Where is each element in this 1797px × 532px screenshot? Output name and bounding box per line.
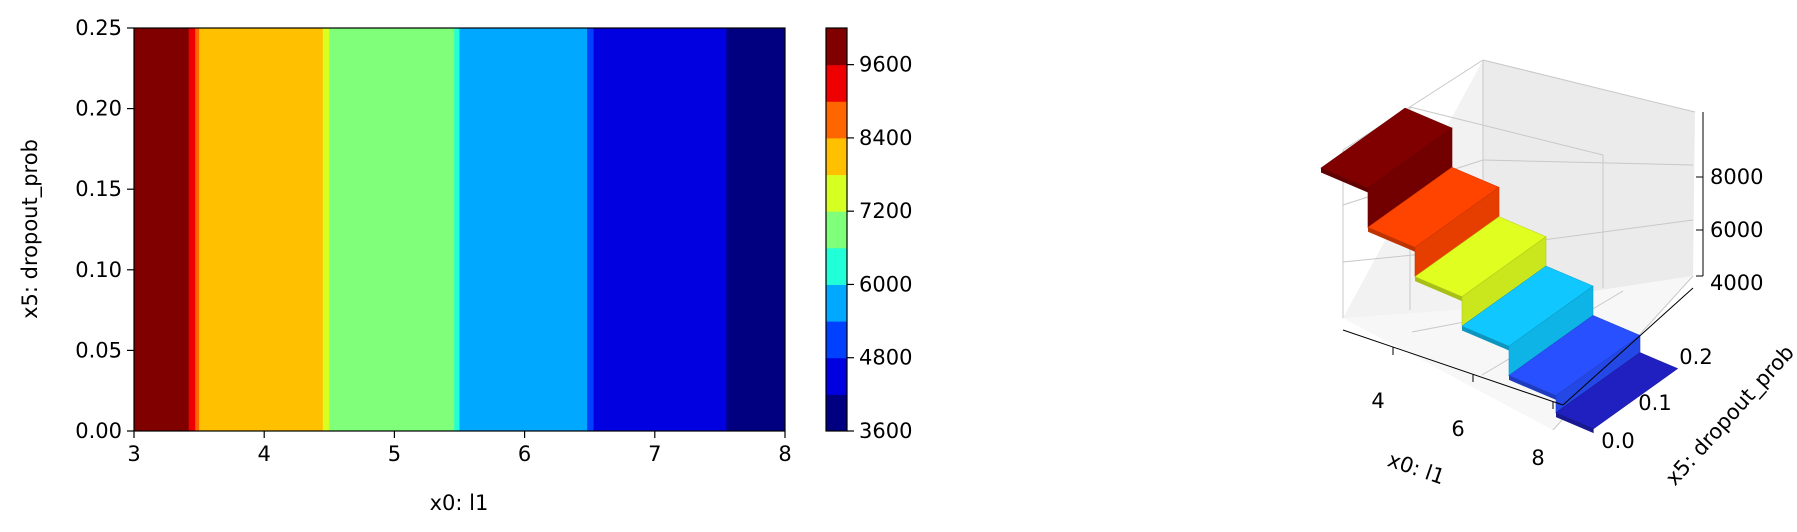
contour-x-tick-label: 6: [518, 442, 531, 466]
contour-y-tick-label: 0.25: [75, 16, 122, 40]
contour-y-axis-label: x5: dropout_prob: [18, 139, 43, 319]
colorbar-tick-label: 9600: [859, 53, 912, 77]
contour-band: [188, 28, 196, 431]
surface-step-edge: [1321, 168, 1368, 193]
contour-x-ticks: 3 4 5 6 7 8: [127, 431, 792, 466]
surface-step-edge: [1462, 326, 1509, 351]
colorbar-swatch: [826, 211, 847, 249]
contour-y-tick-label: 0.20: [75, 97, 122, 121]
surface-x-axis-line: [1342, 329, 1564, 406]
surface-y-tick-label: 0.2: [1679, 345, 1712, 369]
contour-band: [459, 28, 588, 431]
colorbar-swatch: [826, 247, 847, 285]
colorbar-swatch: [826, 394, 847, 432]
surface-z-ticks: 8000 6000 4000: [1696, 165, 1763, 295]
surface-step-edge: [1368, 227, 1415, 252]
surface-x-axis-label: x0: l1: [1385, 447, 1448, 489]
colorbar: 3600 4800 6000 7200 8400 9600: [825, 27, 912, 443]
colorbar-tick-label: 6000: [859, 272, 912, 296]
contour-x-axis-label: x0: l1: [430, 491, 489, 515]
contour-x-tick-label: 4: [258, 442, 271, 466]
contour-y-tick-label: 0.15: [75, 177, 122, 201]
contour-x-tick-label: 7: [648, 442, 661, 466]
contour-x-tick-label: 8: [778, 442, 791, 466]
contour-band: [454, 28, 460, 431]
surface-step-edge: [1556, 412, 1594, 434]
contour-band: [322, 28, 330, 431]
contour-band: [726, 28, 786, 431]
contour-y-tick-label: 0.10: [75, 258, 122, 282]
contour-band: [134, 28, 190, 431]
colorbar-frame: [825, 27, 848, 432]
surface-y-axis-line: [1562, 287, 1694, 406]
contour-y-tick-label: 0.00: [75, 419, 122, 443]
colorbar-tick-label: 4800: [859, 346, 912, 370]
colorbar-swatch: [826, 357, 847, 395]
surface-z-tick-label: 4000: [1710, 271, 1763, 295]
surface-x-tick-label: 8: [1531, 446, 1544, 470]
colorbar-swatch: [826, 284, 847, 322]
surface-step-edge: [1509, 375, 1556, 400]
surface-step-edge: [1415, 276, 1462, 302]
contour-band: [195, 28, 200, 431]
colorbar-swatch: [826, 101, 847, 139]
colorbar-swatches: [826, 28, 847, 432]
contour-band: [199, 28, 324, 431]
colorbar-swatch: [826, 321, 847, 359]
contour-y-ticks: 0.00 0.05 0.10 0.15 0.20 0.25: [75, 16, 134, 443]
surface-3d-plot: 4 6 8 x0: l1 0.0 0.1 0.2 x5: dropout_pro…: [1320, 59, 1797, 491]
surface-z-tick-label: 8000: [1710, 165, 1763, 189]
colorbar-tick-label: 3600: [859, 419, 912, 443]
surface-x-tick-label: 4: [1371, 389, 1384, 413]
colorbar-swatch: [826, 64, 847, 102]
contour-y-tick-label: 0.05: [75, 338, 122, 362]
surface-x-tick-label: 6: [1451, 417, 1464, 441]
contour-band: [593, 28, 727, 431]
colorbar-swatch: [826, 28, 847, 66]
surface-y-tick-label: 0.1: [1638, 391, 1671, 415]
contour-x-tick-label: 5: [388, 442, 401, 466]
colorbar-tick-label: 8400: [859, 126, 912, 150]
colorbar-swatch: [826, 137, 847, 176]
contour-band: [329, 28, 455, 431]
contour-bands: [134, 28, 786, 431]
colorbar-swatch: [826, 174, 847, 212]
colorbar-ticks: 3600 4800 6000 7200 8400 9600: [847, 53, 912, 443]
contour-x-tick-label: 3: [127, 442, 140, 466]
surface-step-top: [1555, 352, 1679, 429]
colorbar-tick-label: 7200: [859, 199, 912, 223]
surface-z-tick-label: 6000: [1710, 218, 1763, 242]
surface-y-tick-label: 0.0: [1601, 429, 1634, 453]
contour-plot-frame: [133, 27, 786, 432]
contour-plot: 3 4 5 6 7 8 0.00 0.05 0.10 0.15 0.20 0.25 x0: l1 x…: [18, 16, 792, 515]
surface-3d-grid: [1342, 59, 1696, 431]
contour-band: [587, 28, 595, 431]
